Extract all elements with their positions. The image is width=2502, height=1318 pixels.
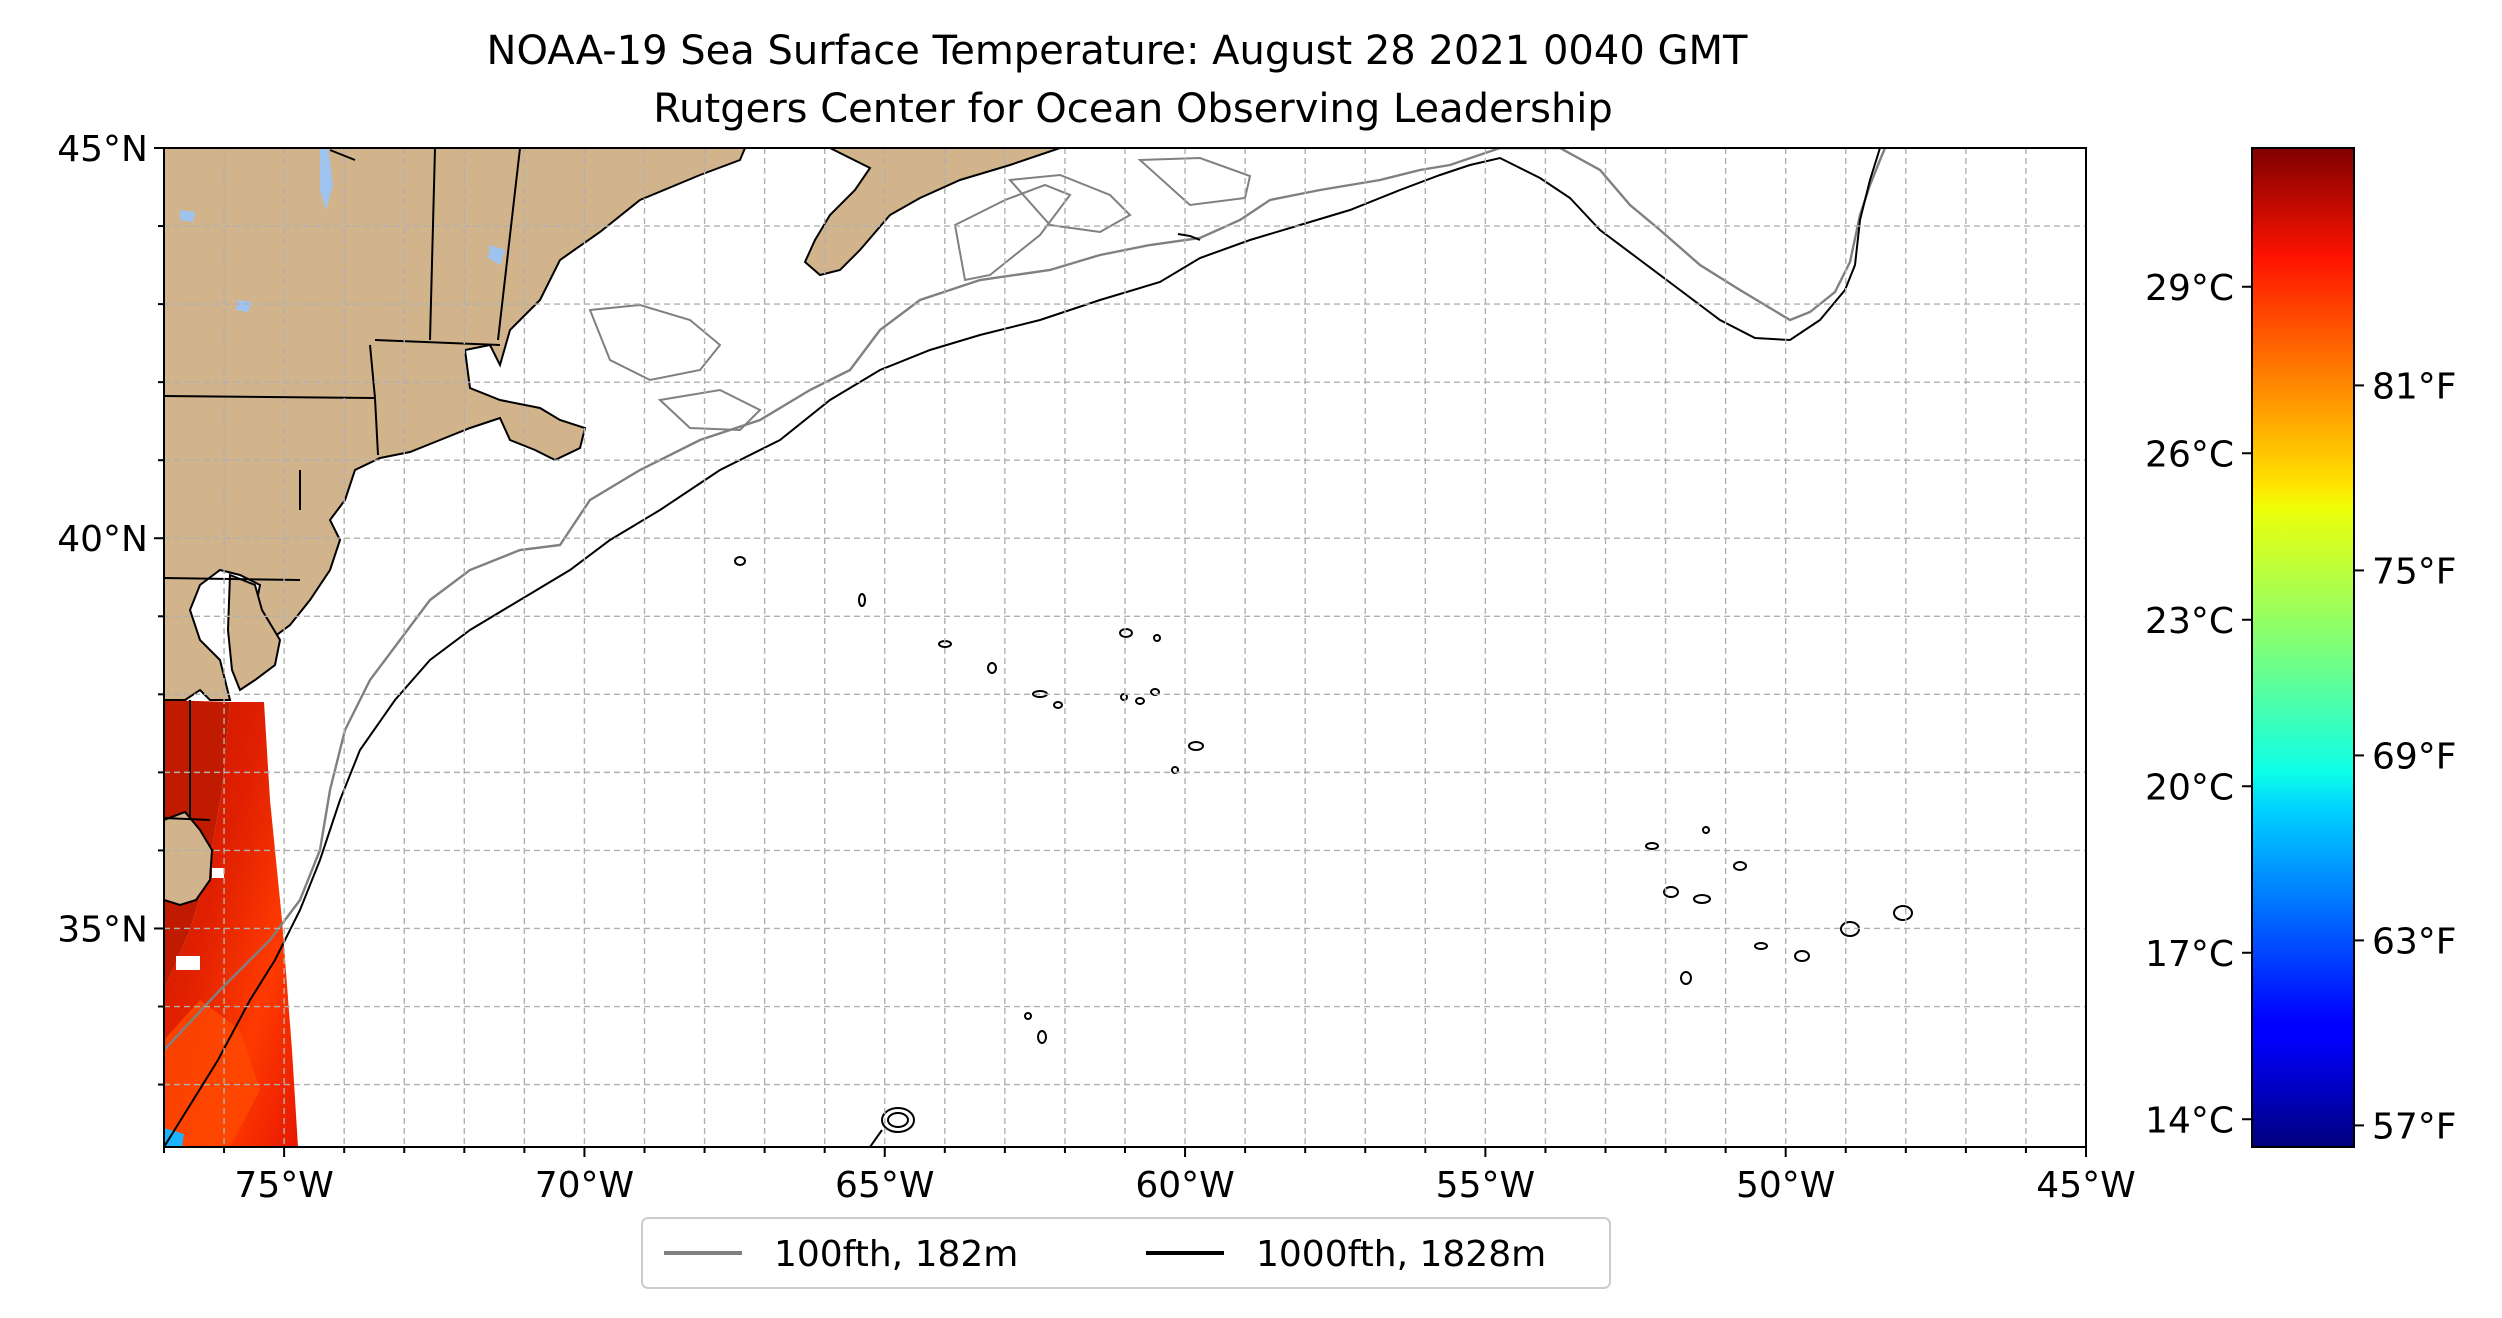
map-plot	[164, 148, 2086, 1147]
legend-label-100fth: 100fth, 182m	[774, 1234, 1018, 1275]
longitude-axis: 75°W 70°W 65°W 60°W 55°W 50°W 45°W	[163, 1147, 2136, 1206]
legend-label-1000fth: 1000fth, 1828m	[1256, 1234, 1546, 1275]
sst-cloud-gap-2	[212, 868, 224, 878]
colorbar-celsius-ticks: 14°C 17°C 20°C 23°C 26°C 29°C	[2145, 268, 2252, 1141]
sst-warm-patch	[164, 1000, 260, 1147]
sst-cloud-gap-1	[176, 956, 200, 970]
celsius-tick-label: 29°C	[2145, 268, 2234, 309]
lake-champlain	[320, 148, 333, 210]
latitude-axis: 45°N 40°N 35°N	[57, 129, 164, 1086]
colorbar: 14°C 17°C 20°C 23°C 26°C 29°C 57°F 63°F 69°F 75°…	[2145, 147, 2457, 1148]
legend: 100fth, 182m 1000fth, 1828m	[641, 1217, 1611, 1289]
colorbar-fahrenheit-ticks: 57°F 63°F 69°F 75°F 81°F	[2354, 366, 2457, 1147]
land-delmarva	[226, 573, 282, 692]
lon-tick-label: 75°W	[234, 1165, 333, 1206]
chart-title-line1: NOAA-19 Sea Surface Temperature: August …	[487, 28, 1748, 74]
lon-tick-label: 55°W	[1436, 1165, 1535, 1206]
lat-tick-label: 35°N	[57, 909, 148, 950]
lon-tick-label: 70°W	[535, 1165, 634, 1206]
legend-box	[641, 1217, 1611, 1289]
lake-small-1	[488, 245, 505, 265]
map-gridlines	[164, 148, 2086, 1147]
lon-tick-label: 65°W	[835, 1165, 934, 1206]
lon-tick-label: 50°W	[1736, 1165, 1835, 1206]
land-mass	[164, 148, 747, 701]
isobath-1000fth	[164, 148, 1881, 1147]
land-nova-scotia	[803, 148, 1061, 277]
fahrenheit-tick-label: 81°F	[2372, 366, 2457, 407]
celsius-tick-label: 14°C	[2145, 1100, 2234, 1141]
lat-tick-label: 40°N	[57, 519, 148, 560]
celsius-tick-label: 17°C	[2145, 934, 2234, 975]
lon-tick-label: 60°W	[1135, 1165, 1234, 1206]
celsius-tick-label: 26°C	[2145, 434, 2234, 475]
state-borders	[164, 148, 521, 821]
lon-tick-label: 45°W	[2036, 1165, 2135, 1206]
fahrenheit-tick-label: 75°F	[2372, 551, 2457, 592]
fahrenheit-tick-label: 69°F	[2372, 736, 2457, 777]
lake-small-2	[180, 210, 195, 222]
celsius-tick-label: 23°C	[2145, 601, 2234, 642]
chart-title-line2: Rutgers Center for Ocean Observing Leade…	[653, 86, 1613, 132]
colorbar-gradient	[2251, 147, 2355, 1148]
fahrenheit-tick-label: 57°F	[2372, 1106, 2457, 1147]
celsius-tick-label: 20°C	[2145, 767, 2234, 808]
gulf-of-maine-contours	[588, 156, 1252, 432]
sst-coast-blue	[164, 1128, 184, 1147]
fahrenheit-tick-label: 63°F	[2372, 921, 2457, 962]
lake-small-3	[236, 300, 252, 312]
lat-tick-label: 45°N	[57, 129, 148, 170]
lakes	[180, 148, 505, 312]
